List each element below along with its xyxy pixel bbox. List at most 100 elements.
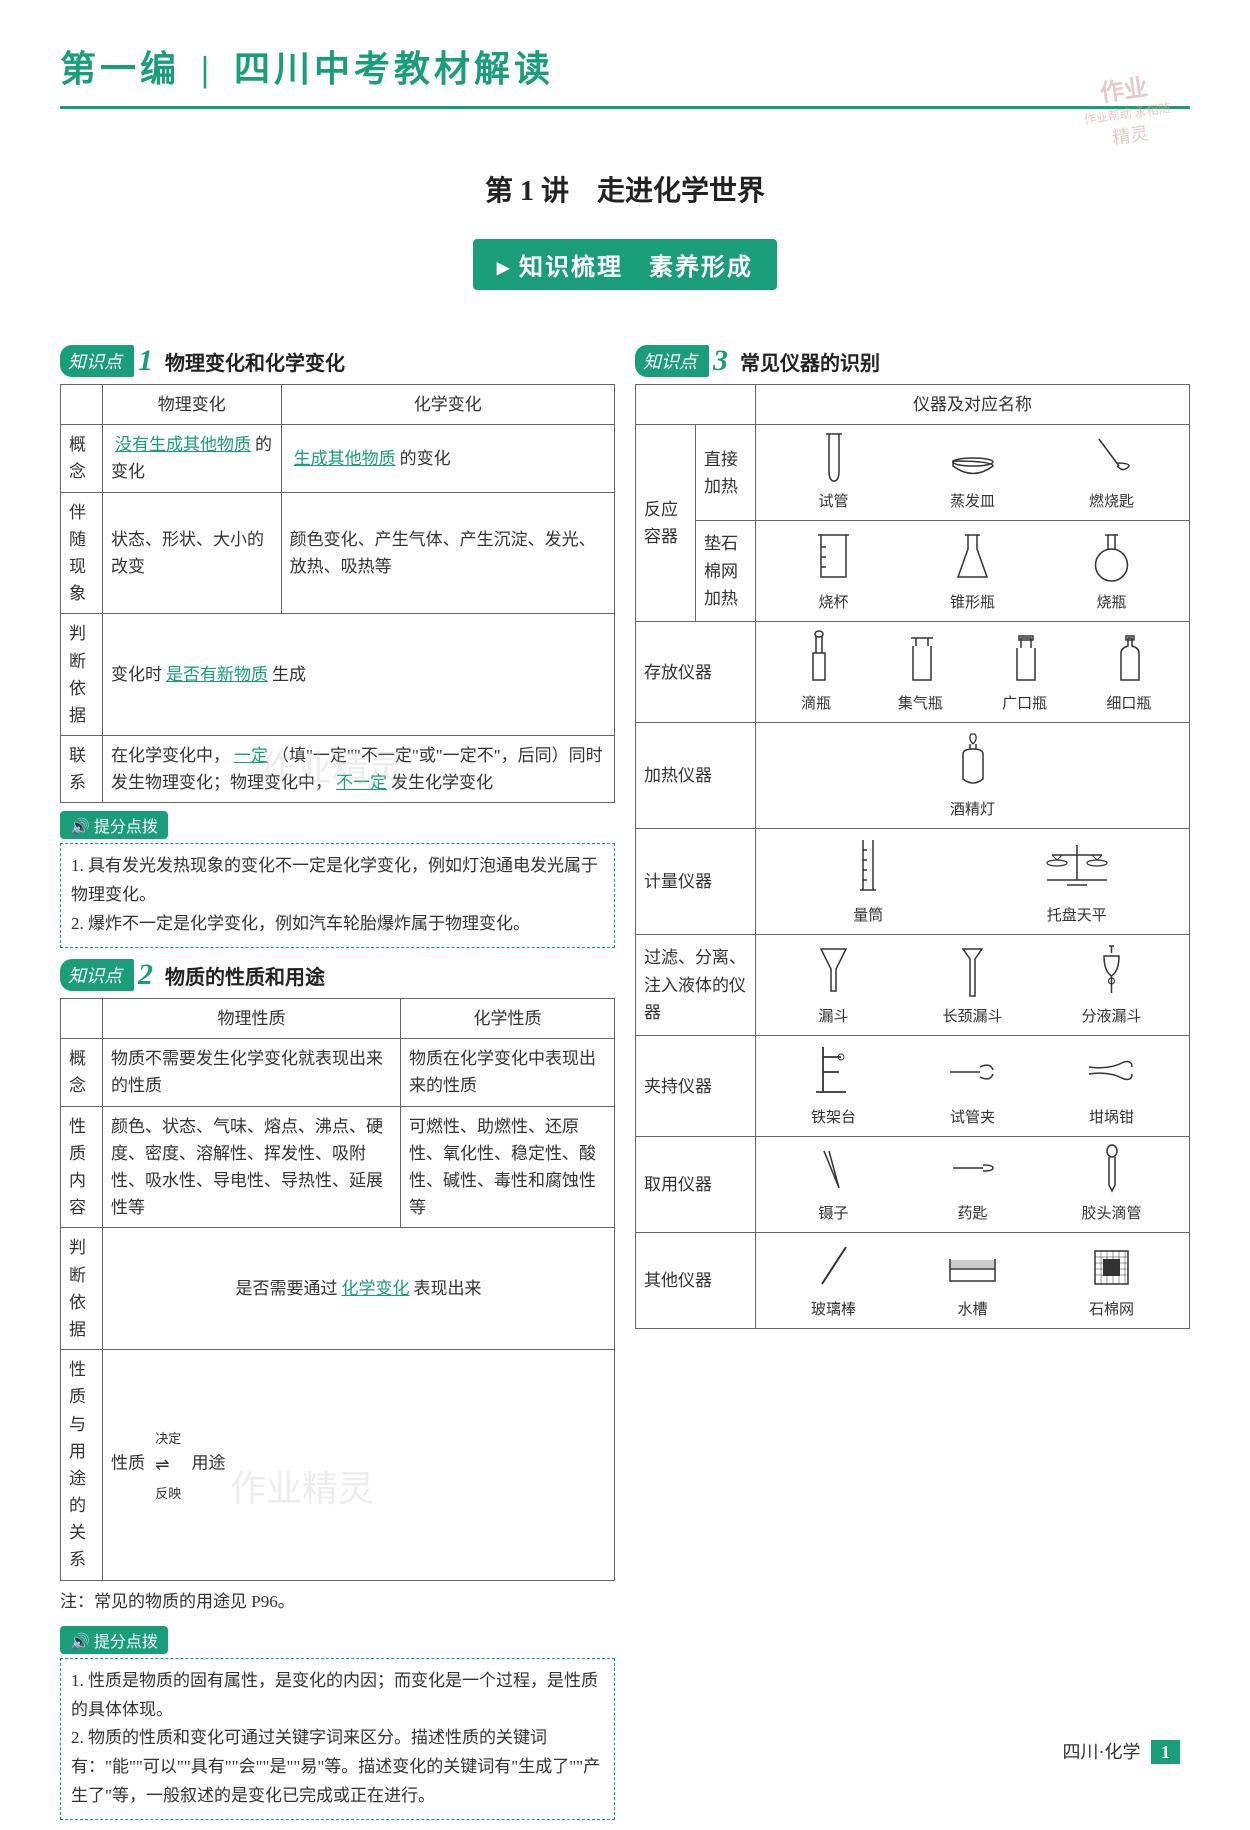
crucible-tongs-icon: [1084, 1042, 1139, 1102]
asbestos-gauze-icon: [1089, 1239, 1134, 1294]
kp3-g1-cell: 滴瓶 集气瓶 广口瓶 细口瓶: [756, 622, 1190, 723]
equip-label: 水槽: [957, 1298, 987, 1322]
main-title: 第一编 | 四川中考教材解读: [60, 40, 1190, 92]
kp2-r4: 性质 决定 ⇌ 反映 用途: [103, 1350, 615, 1581]
kp1-r1b: 生成其他物质的变化: [281, 425, 614, 492]
equip-cylinder: 量筒: [764, 835, 973, 928]
balance-icon: [1037, 835, 1117, 900]
kp1-r3-ans: 是否有新物质: [162, 665, 272, 684]
kp1-r1a-ans: 没有生成其他物质: [111, 435, 255, 454]
kp2-col-a: 物理性质: [103, 999, 401, 1039]
page-footer: 四川·化学 1: [1063, 1738, 1181, 1764]
tip2-l1: 1. 性质是物质的固有属性，是变化的内因；而变化是一个过程，是性质的具体体现。: [71, 1667, 604, 1725]
corner-watermark: 作业 作业帮助 永相随 精灵: [1078, 64, 1175, 153]
tip2-l2: 2. 物质的性质和变化可通过关键字词来区分。描述性质的关键词有："能""可以""…: [71, 1724, 604, 1811]
kp2-title: 物质的性质和用途: [165, 961, 325, 990]
equip-label: 漏斗: [818, 1005, 848, 1029]
kp2-r4-right: 用途: [192, 1454, 226, 1473]
equip-wide-bottle: 广口瓶: [973, 628, 1077, 716]
kp3-title: 常见仪器的识别: [740, 347, 880, 376]
footer-page: 1: [1151, 1740, 1180, 1764]
kp-tag-2: 知识点: [60, 959, 134, 991]
equip-label: 滴瓶: [801, 692, 831, 716]
equip-gas-bottle: 集气瓶: [868, 628, 972, 716]
burn-spoon-icon: [1089, 431, 1134, 486]
equip-balance: 托盘天平: [973, 835, 1182, 928]
kp1-header: 知识点 1 物理变化和化学变化: [60, 344, 615, 378]
kp3-g2-cell: 酒精灯: [756, 723, 1190, 829]
glass-rod-icon: [814, 1239, 854, 1294]
dropper-bottle-icon: [799, 628, 834, 688]
kp2-r1a: 物质不需要发生化学变化就表现出来的性质: [103, 1039, 401, 1106]
kp-tag-3: 知识点: [635, 345, 709, 377]
sep-funnel-icon: [1094, 941, 1129, 1001]
equip-label: 烧杯: [818, 591, 848, 615]
kp2-r3-ans: 化学变化: [338, 1279, 414, 1298]
page-header: 第一编 | 四川中考教材解读: [60, 40, 1190, 109]
kp2-r1-label: 概念: [61, 1039, 103, 1106]
narrow-bottle-icon: [1111, 628, 1146, 688]
kp3-g4-cell: 漏斗 长颈漏斗 分液漏斗: [756, 935, 1190, 1036]
kp1-r4-post: 发生化学变化: [391, 773, 493, 792]
kp1-r1-label: 概念: [61, 425, 103, 492]
equip-conical-flask: 锥形瓶: [903, 527, 1042, 615]
kp3-g2-label: 加热仪器: [636, 723, 756, 829]
water-trough-icon: [945, 1239, 1000, 1294]
equip-label: 试管: [818, 490, 848, 514]
kp1-title: 物理变化和化学变化: [165, 347, 345, 376]
iron-stand-icon: [811, 1042, 856, 1102]
tip1-l1: 1. 具有发光发热现象的变化不一定是化学变化，例如灯泡通电发光属于物理变化。: [71, 852, 604, 910]
kp3-g4-label: 过滤、分离、注入液体的仪器: [636, 935, 756, 1036]
equip-label: 长颈漏斗: [942, 1005, 1002, 1029]
equip-long-funnel: 长颈漏斗: [903, 941, 1042, 1029]
cylinder-icon: [853, 835, 883, 900]
equip-evap-dish: 蒸发皿: [903, 431, 1042, 514]
kp1-r1b-ans: 生成其他物质: [290, 449, 400, 468]
relation-arrows: 决定 ⇌ 反映: [155, 1424, 181, 1506]
equip-iron-stand: 铁架台: [764, 1042, 903, 1130]
kp2-r4-left: 性质: [111, 1454, 145, 1473]
kp2-r2a: 颜色、状态、气味、熔点、沸点、硬度、密度、溶解性、挥发性、吸附性、吸水性、导电性…: [103, 1106, 401, 1228]
equip-burn-spoon: 燃烧匙: [1042, 431, 1181, 514]
kp2-header: 知识点 2 物质的性质和用途: [60, 958, 615, 992]
equip-label: 坩埚钳: [1089, 1106, 1134, 1130]
equip-label: 锥形瓶: [950, 591, 995, 615]
kp-tag: 知识点: [60, 345, 134, 377]
kp2-r3-post: 表现出来: [414, 1279, 482, 1298]
equip-label: 集气瓶: [898, 692, 943, 716]
equip-tube-clamp: 试管夹: [903, 1042, 1042, 1130]
equip-label: 试管夹: [950, 1106, 995, 1130]
tip-label-text-2: 提分点拨: [94, 1634, 158, 1651]
kp2-r3-label: 判断依据: [61, 1228, 103, 1350]
long-funnel-icon: [955, 941, 990, 1001]
equip-beaker: 烧杯: [764, 527, 903, 615]
round-flask-icon: [1089, 527, 1134, 587]
speaker-icon: 🔊: [70, 819, 94, 836]
kp1-r4-pre: 在化学变化中，: [111, 746, 230, 765]
equip-label: 酒精灯: [950, 798, 995, 822]
kp1-r4-label: 联系: [61, 736, 103, 803]
kp2-table: 物理性质 化学性质 概念 物质不需要发生化学变化就表现出来的性质 物质在化学变化…: [60, 998, 615, 1581]
kp1-r1a: 没有生成其他物质的变化: [103, 425, 282, 492]
kp1-r3-post: 生成: [272, 665, 306, 684]
kp3-g1-label: 存放仪器: [636, 622, 756, 723]
kp1-r2a: 状态、形状、大小的改变: [103, 492, 282, 614]
speaker-icon-2: 🔊: [70, 1634, 94, 1651]
equip-narrow-bottle: 细口瓶: [1077, 628, 1181, 716]
equip-tweezers: 镊子: [764, 1143, 903, 1226]
equip-spatula: 药匙: [903, 1143, 1042, 1226]
dropper-icon: [1097, 1143, 1127, 1198]
equip-funnel: 漏斗: [764, 941, 903, 1029]
kp3-table: 仪器及对应名称 反应容器 直接加热 试管 蒸发皿 燃烧匙 垫石棉网加热: [635, 384, 1190, 1329]
equip-alcohol-lamp: 酒精灯: [948, 729, 998, 822]
equip-label: 量筒: [853, 904, 883, 928]
kp3-g7-cell: 玻璃棒 水槽 石棉网: [756, 1233, 1190, 1329]
equip-label: 烧瓶: [1096, 591, 1126, 615]
equip-sep-funnel: 分液漏斗: [1042, 941, 1181, 1029]
person-icon: ▸: [497, 255, 511, 281]
kp3-g7-label: 其他仪器: [636, 1233, 756, 1329]
tip1-box: 1. 具有发光发热现象的变化不一定是化学变化，例如灯泡通电发光属于物理变化。 2…: [60, 843, 615, 948]
kp1-r3-pre: 变化时: [111, 665, 162, 684]
kp2-r1b: 物质在化学变化中表现出来的性质: [401, 1039, 615, 1106]
kp1-r2b: 颜色变化、产生气体、产生沉淀、发光、放热、吸热等: [281, 492, 614, 614]
